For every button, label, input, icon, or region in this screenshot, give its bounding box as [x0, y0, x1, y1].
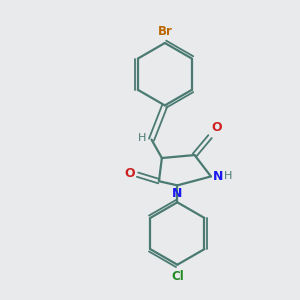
Text: H: H — [138, 133, 146, 143]
Text: N: N — [213, 170, 224, 183]
Text: O: O — [212, 121, 222, 134]
Text: H: H — [224, 172, 232, 182]
Text: O: O — [124, 167, 134, 180]
Text: Cl: Cl — [171, 270, 184, 283]
Text: N: N — [172, 187, 182, 200]
Text: Br: Br — [158, 25, 172, 38]
